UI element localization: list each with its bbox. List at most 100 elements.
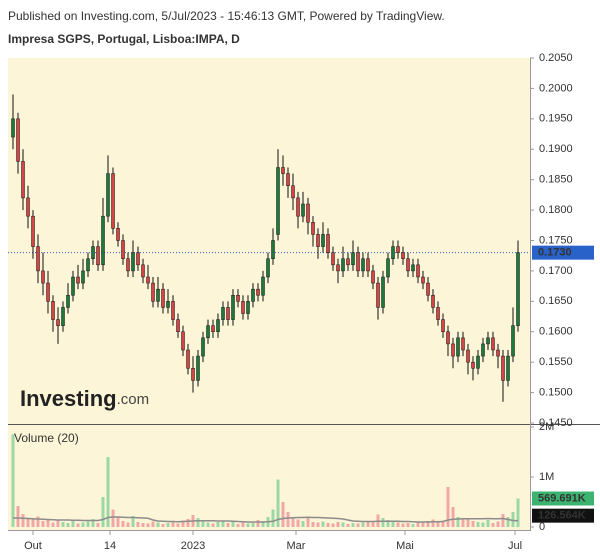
- volume-bar: [106, 457, 110, 527]
- candle-body: [296, 197, 300, 217]
- volume-bar: [66, 523, 70, 527]
- candle-body: [361, 258, 365, 272]
- candle-body: [461, 337, 465, 351]
- x-tick-label: Jul: [508, 540, 522, 552]
- volume-ma-line: [13, 516, 519, 523]
- volume-bar: [221, 520, 225, 527]
- volume-bar: [476, 522, 480, 527]
- volume-bar: [286, 512, 290, 527]
- volume-bar: [321, 521, 325, 527]
- candle-body: [406, 258, 410, 272]
- candle-body: [36, 246, 40, 272]
- watermark-suffix: .com: [117, 391, 150, 408]
- volume-bar: [411, 524, 415, 527]
- volume-bar: [301, 521, 305, 527]
- candle-body: [336, 264, 340, 272]
- volume-bar: [511, 512, 515, 527]
- candle-body: [496, 349, 500, 357]
- volume-bar: [381, 518, 385, 527]
- volume-bar: [241, 522, 245, 527]
- y-tick-label: 0.1700: [539, 265, 573, 277]
- candle-body: [321, 234, 325, 247]
- candle-body: [186, 349, 190, 369]
- y-tick-label: 0.1750: [539, 234, 573, 246]
- y-tick-label: 0.2000: [539, 82, 573, 94]
- volume-bar: [101, 497, 105, 527]
- volume-bar: [76, 523, 80, 527]
- candle-body: [351, 252, 355, 266]
- volume-bar: [406, 523, 410, 527]
- candle-body: [146, 276, 150, 284]
- candle-body: [466, 349, 470, 363]
- symbol-title: Impresa SGPS, Portugal, Lisboa:IMPA, D: [8, 32, 240, 46]
- candle-body: [236, 295, 240, 302]
- candle-body: [111, 173, 115, 229]
- candle-body: [206, 325, 210, 339]
- volume-bar: [446, 487, 450, 527]
- candle-body: [126, 258, 130, 272]
- candle-body: [391, 246, 395, 259]
- candle-body: [471, 361, 475, 369]
- published-note: Published on Investing.com, 5/Jul/2023 -…: [8, 9, 445, 23]
- volume-bar: [171, 522, 175, 527]
- volume-bar: [296, 519, 300, 527]
- volume-bar: [51, 522, 55, 527]
- volume-bar: [351, 523, 355, 527]
- volume-bar: [281, 502, 285, 527]
- candle-body: [21, 161, 25, 199]
- candle-body: [381, 276, 385, 308]
- candle-body: [136, 252, 140, 266]
- candle-body: [396, 246, 400, 253]
- candle-body: [81, 270, 85, 284]
- candle-body: [161, 288, 165, 308]
- volume-bar: [311, 522, 315, 527]
- candle-body: [56, 319, 60, 326]
- volume-bar: [466, 518, 470, 527]
- volume-title: Volume (20): [14, 431, 79, 445]
- candle-body: [176, 319, 180, 333]
- candle-body: [156, 288, 160, 302]
- candle-body: [66, 295, 70, 308]
- candle-body: [241, 301, 245, 314]
- volume-bar: [291, 517, 295, 527]
- volume-bar: [501, 514, 505, 527]
- volume-bar: [226, 523, 230, 527]
- candle-body: [71, 276, 75, 296]
- candle-body: [366, 258, 370, 272]
- price-panel: [8, 58, 530, 424]
- volume-bar: [46, 519, 50, 527]
- candle-body: [116, 228, 120, 241]
- volume-bar: [306, 518, 310, 527]
- candle-body: [476, 355, 480, 369]
- volume-bar: [331, 523, 335, 527]
- candle-body: [141, 264, 145, 278]
- volume-bar: [131, 516, 135, 527]
- x-tick-label: Out: [24, 540, 42, 552]
- volume-bar: [441, 520, 445, 527]
- volume-bar: [196, 518, 200, 527]
- last-price-box: [532, 245, 594, 260]
- y-tick-label: 0.1500: [539, 386, 573, 398]
- volume-bar: [451, 507, 455, 527]
- volume-bar: [181, 520, 185, 527]
- volume-bar: [486, 520, 490, 527]
- volume-panel: [8, 425, 530, 530]
- volume-bar: [386, 520, 390, 527]
- volume-bar: [421, 522, 425, 527]
- volume-bar: [141, 523, 145, 527]
- volume-bar: [456, 517, 460, 527]
- candle-body: [91, 246, 95, 259]
- x-tick-label: Mar: [287, 540, 306, 552]
- candle-body: [26, 197, 30, 217]
- volume-bar: [176, 523, 180, 527]
- candle-body: [86, 258, 90, 272]
- candle-body: [386, 258, 390, 278]
- candle-body: [76, 276, 80, 284]
- candle-body: [411, 264, 415, 272]
- candle-body: [436, 307, 440, 320]
- volume-bar: [371, 521, 375, 527]
- candle-body: [276, 167, 280, 235]
- volume-bar: [11, 434, 15, 527]
- candle-body: [281, 167, 285, 174]
